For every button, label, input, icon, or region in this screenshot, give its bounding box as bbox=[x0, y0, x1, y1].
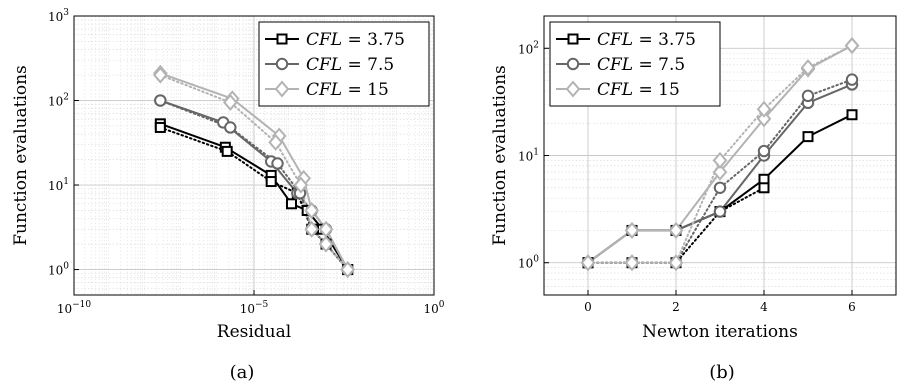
data-point bbox=[668, 254, 684, 272]
data-point bbox=[801, 89, 815, 103]
legend-label: CFL = 15 bbox=[597, 80, 680, 100]
x-tick-label: 6 bbox=[848, 300, 856, 314]
legend-marker-circle bbox=[566, 57, 580, 71]
legend-label: CFL = 3.75 bbox=[306, 30, 405, 50]
data-point bbox=[844, 37, 860, 55]
grid bbox=[73, 15, 435, 295]
x-axis-label: Newton iterations bbox=[642, 322, 798, 342]
data-point bbox=[713, 205, 727, 218]
data-point bbox=[265, 176, 277, 188]
legend-label: CFL = 15 bbox=[306, 80, 389, 100]
data-point bbox=[756, 110, 772, 128]
data-point bbox=[268, 133, 283, 151]
legend-marker-square bbox=[276, 33, 288, 45]
data-point bbox=[285, 198, 297, 210]
data-point bbox=[756, 100, 772, 118]
y-axis-label: Function evaluations bbox=[490, 65, 510, 246]
data-point bbox=[304, 220, 319, 238]
data-point bbox=[845, 73, 859, 86]
y-axis-label: Function evaluations bbox=[11, 65, 31, 246]
data-point bbox=[757, 144, 771, 158]
legend: CFL = 3.75 CFL = 7.5 CFL = 15 bbox=[258, 21, 430, 107]
y-tick-label: 101 bbox=[518, 148, 539, 164]
data-point bbox=[580, 254, 596, 272]
data-point bbox=[802, 131, 814, 143]
legend-label: CFL = 3.75 bbox=[597, 30, 696, 50]
legend: CFL = 3.75 CFL = 7.5 CFL = 15 bbox=[549, 21, 721, 107]
legend-label: CFL = 7.5 bbox=[306, 55, 394, 75]
data-point bbox=[758, 182, 770, 194]
data-point bbox=[624, 254, 640, 272]
data-point bbox=[293, 176, 309, 194]
x-tick-label: 2 bbox=[672, 300, 680, 314]
data-point bbox=[712, 163, 728, 181]
x-tick-label: 10−5 bbox=[240, 300, 269, 316]
x-tick-label: 0 bbox=[584, 300, 592, 314]
data-point bbox=[154, 94, 167, 107]
data-point bbox=[846, 109, 858, 121]
data-point bbox=[224, 121, 237, 134]
data-point bbox=[800, 59, 816, 77]
x-tick-label: 100 bbox=[423, 300, 444, 316]
data-point bbox=[624, 221, 640, 239]
y-tick-label: 101 bbox=[48, 177, 69, 193]
y-tick-label: 100 bbox=[48, 262, 69, 278]
data-point bbox=[271, 157, 284, 170]
data-point bbox=[340, 261, 355, 279]
legend-marker-diamond bbox=[274, 80, 290, 98]
y-tick-label: 100 bbox=[518, 255, 539, 271]
data-point bbox=[668, 221, 684, 239]
panel-a-residual-chart: 10−10 10−5 100 100 101 102 103 Residual Function… bbox=[11, 8, 445, 383]
data-point bbox=[304, 201, 319, 220]
data-point bbox=[318, 235, 334, 253]
y-tick-label: 102 bbox=[48, 93, 69, 109]
series-markers bbox=[580, 37, 860, 272]
panel-b-newton-chart: 0 2 4 6 100 101 102 Newton iterations Function e… bbox=[490, 15, 897, 383]
data-point bbox=[154, 121, 166, 133]
panel-label: (a) bbox=[230, 362, 255, 383]
data-point bbox=[221, 145, 233, 157]
legend-marker-diamond bbox=[565, 80, 581, 98]
data-point bbox=[223, 93, 238, 111]
x-tick-label: 4 bbox=[760, 300, 768, 314]
y-tick-label: 102 bbox=[518, 40, 539, 56]
series-markers bbox=[153, 64, 355, 279]
data-point bbox=[713, 181, 727, 194]
legend-marker-circle bbox=[275, 57, 289, 71]
legend-label: CFL = 7.5 bbox=[597, 55, 685, 75]
data-point bbox=[153, 66, 168, 84]
x-tick-label: 10−10 bbox=[57, 300, 92, 316]
y-tick-label: 103 bbox=[48, 8, 69, 24]
legend-marker-square bbox=[567, 33, 579, 45]
data-point bbox=[712, 151, 728, 169]
panel-label: (b) bbox=[709, 362, 735, 383]
x-axis-label: Residual bbox=[217, 322, 291, 342]
